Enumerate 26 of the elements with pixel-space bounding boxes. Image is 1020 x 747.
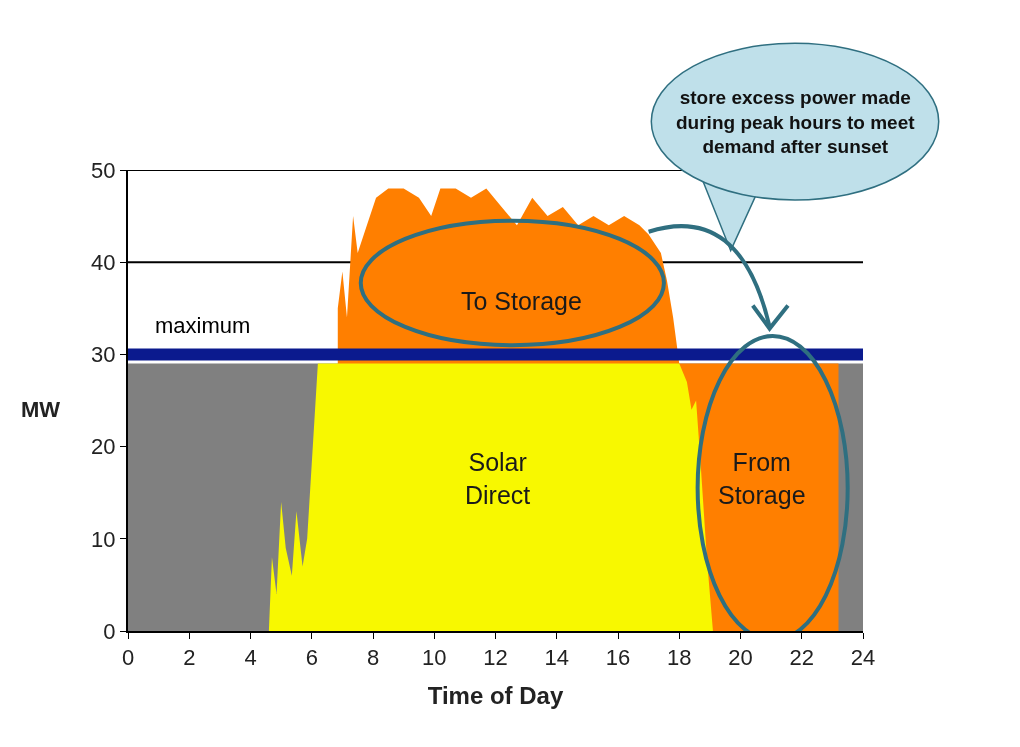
x-tick-label: 10 — [422, 645, 447, 671]
x-tick-label: 0 — [121, 645, 135, 671]
x-tick-label: 6 — [305, 645, 318, 671]
y-tick-label: 40 — [91, 249, 116, 275]
y-tick-label: 0 — [103, 618, 116, 644]
x-tick-label: 18 — [667, 645, 692, 671]
x-tick-label: 4 — [244, 645, 257, 671]
x-tick-label: 16 — [605, 645, 631, 671]
y-axis-title: MW — [21, 397, 61, 422]
x-tick-label: 14 — [544, 645, 569, 671]
x-tick-label: 12 — [483, 645, 508, 671]
x-tick-label: 20 — [728, 645, 753, 671]
y-tick-label: 10 — [91, 526, 116, 552]
ref-line-label: maximum — [155, 313, 251, 338]
x-tick-label: 24 — [850, 645, 876, 671]
annotation: From Storage — [718, 448, 806, 509]
x-axis-title: Time of Day — [427, 682, 564, 710]
x-tick-label: 8 — [366, 645, 380, 671]
y-tick-label: 30 — [91, 342, 116, 368]
y-tick-label: 50 — [91, 157, 116, 183]
text: store excess power made during peak hours to meet demand after sunset — [676, 87, 916, 158]
y-tick-label: 20 — [91, 434, 116, 460]
x-tick-label: 2 — [183, 645, 196, 671]
annotation: Solar Direct — [465, 448, 531, 509]
x-tick-label: 22 — [789, 645, 814, 671]
annotation: To Storage — [461, 287, 582, 315]
